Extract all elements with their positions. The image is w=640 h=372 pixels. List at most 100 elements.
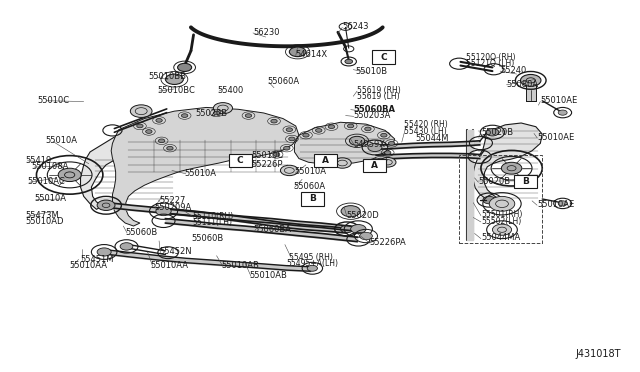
Text: 55226PA: 55226PA	[370, 238, 406, 247]
Circle shape	[501, 162, 522, 174]
Text: 55473M: 55473M	[25, 211, 59, 220]
Text: 55060B: 55060B	[125, 228, 157, 237]
Polygon shape	[81, 130, 180, 209]
Circle shape	[286, 128, 292, 132]
Text: 55010A: 55010A	[294, 167, 326, 176]
Circle shape	[167, 146, 173, 150]
Text: 55502(LH): 55502(LH)	[481, 217, 521, 226]
Circle shape	[177, 63, 191, 71]
Text: 55120Q (RH): 55120Q (RH)	[466, 52, 515, 61]
Text: 55619 (RH): 55619 (RH)	[357, 86, 401, 95]
Text: 55020B: 55020B	[478, 177, 511, 186]
Text: 550209A: 550209A	[154, 203, 191, 212]
Circle shape	[307, 265, 317, 271]
Circle shape	[340, 225, 353, 233]
Circle shape	[380, 157, 396, 167]
Circle shape	[166, 74, 183, 84]
Text: 55010BB: 55010BB	[149, 72, 187, 81]
Circle shape	[97, 248, 111, 256]
FancyBboxPatch shape	[514, 175, 537, 188]
Circle shape	[520, 74, 541, 86]
Polygon shape	[294, 122, 395, 164]
FancyBboxPatch shape	[314, 154, 337, 167]
Text: 55010A: 55010A	[45, 136, 77, 145]
Text: C: C	[381, 52, 387, 61]
Circle shape	[388, 141, 395, 145]
Circle shape	[213, 103, 232, 114]
Circle shape	[349, 137, 365, 145]
Text: 55010AB: 55010AB	[221, 261, 259, 270]
Text: 55010C: 55010C	[251, 151, 283, 160]
Circle shape	[245, 114, 252, 118]
Circle shape	[137, 124, 143, 128]
Text: 55121Q (LH): 55121Q (LH)	[466, 59, 514, 68]
FancyBboxPatch shape	[372, 50, 396, 64]
Text: A: A	[371, 161, 378, 170]
FancyBboxPatch shape	[228, 154, 252, 167]
Text: 55400: 55400	[218, 86, 244, 95]
Circle shape	[341, 206, 360, 217]
Circle shape	[181, 114, 188, 118]
Circle shape	[558, 110, 567, 115]
Text: 55420 (RH): 55420 (RH)	[404, 121, 448, 129]
Circle shape	[156, 119, 163, 122]
Circle shape	[273, 153, 280, 156]
Circle shape	[378, 158, 384, 162]
Polygon shape	[111, 108, 299, 226]
Text: 55060A: 55060A	[268, 77, 300, 86]
Text: 55619 (LH): 55619 (LH)	[357, 92, 399, 101]
Text: 55495+A(LH): 55495+A(LH)	[287, 259, 339, 268]
Circle shape	[558, 201, 567, 206]
Text: 55226P: 55226P	[251, 160, 282, 169]
Text: 55110(RH): 55110(RH)	[192, 212, 234, 221]
Polygon shape	[473, 123, 542, 202]
Text: 55020B: 55020B	[481, 128, 513, 137]
Text: 55495 (RH): 55495 (RH)	[289, 253, 333, 262]
Circle shape	[365, 127, 371, 131]
Text: 55010AA: 55010AA	[70, 261, 108, 270]
Circle shape	[284, 146, 290, 150]
Bar	[525, 82, 536, 101]
Text: 55010AC: 55010AC	[28, 177, 65, 186]
Text: 55010A: 55010A	[184, 169, 216, 177]
Text: 55452N: 55452N	[159, 247, 192, 256]
Text: C: C	[237, 156, 243, 165]
Text: 55010BC: 55010BC	[158, 86, 196, 95]
Text: 55044MA: 55044MA	[481, 233, 520, 243]
Circle shape	[328, 125, 335, 129]
Circle shape	[333, 158, 351, 168]
Text: 55010AB: 55010AB	[250, 271, 287, 280]
Circle shape	[486, 129, 499, 136]
Circle shape	[289, 47, 306, 57]
Text: 56243: 56243	[342, 22, 369, 31]
Circle shape	[213, 111, 220, 115]
Text: 55080A: 55080A	[506, 80, 539, 89]
Circle shape	[280, 165, 298, 176]
Circle shape	[360, 232, 372, 240]
Text: 55010AD: 55010AD	[25, 218, 63, 227]
FancyBboxPatch shape	[363, 159, 386, 172]
Text: 55010B: 55010B	[355, 67, 387, 76]
Text: 55451M: 55451M	[81, 255, 114, 264]
Text: 55010AE: 55010AE	[540, 96, 577, 105]
Circle shape	[120, 243, 133, 250]
Circle shape	[316, 129, 322, 132]
Text: 56230: 56230	[253, 28, 280, 37]
Text: B: B	[309, 195, 316, 203]
Circle shape	[131, 105, 152, 118]
Text: 55060BA: 55060BA	[253, 225, 291, 234]
Circle shape	[483, 196, 495, 204]
Text: 55010AE: 55010AE	[537, 132, 574, 142]
Circle shape	[385, 151, 391, 154]
Text: 55501(RH): 55501(RH)	[481, 211, 522, 219]
Text: 55060BA: 55060BA	[354, 105, 396, 114]
Circle shape	[156, 207, 172, 216]
Circle shape	[58, 168, 81, 182]
Text: 54614X: 54614X	[296, 50, 328, 59]
Circle shape	[159, 139, 165, 142]
Text: 55020D: 55020D	[347, 211, 380, 220]
Circle shape	[351, 225, 366, 234]
Text: 55419: 55419	[25, 155, 51, 164]
Circle shape	[368, 143, 382, 151]
Circle shape	[348, 124, 354, 128]
